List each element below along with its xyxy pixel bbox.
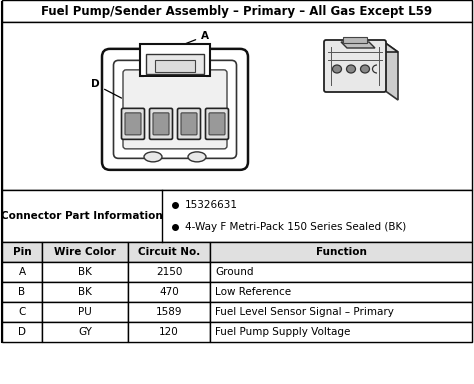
Polygon shape [326,42,398,52]
Text: Ground: Ground [215,267,254,277]
Text: Connector Part Information: Connector Part Information [1,211,163,221]
FancyBboxPatch shape [209,113,225,135]
Text: 15326631: 15326631 [185,200,238,210]
Bar [128,242,210,262]
Text: 2150: 2150 [156,267,182,277]
Bar [210,282,472,302]
Text: Pin: Pin [13,247,31,257]
FancyBboxPatch shape [146,54,204,74]
Text: 470: 470 [159,287,179,297]
Ellipse shape [332,65,341,73]
Bar [2,302,42,322]
Bar [128,262,210,282]
Bar [2,2,472,342]
Text: 1589: 1589 [156,307,182,317]
FancyBboxPatch shape [324,40,386,92]
Bar [2,282,42,302]
Text: C: C [18,307,26,317]
Bar [210,262,472,282]
Text: D: D [18,327,26,337]
FancyBboxPatch shape [102,49,248,170]
Bar [128,322,210,342]
Text: 4-Way F Metri-Pack 150 Series Sealed (BK): 4-Way F Metri-Pack 150 Series Sealed (BK… [185,222,406,232]
Text: B: B [18,287,26,297]
Bar [42,302,128,322]
Text: A: A [18,267,26,277]
Bar [2,0,472,22]
Text: Fuel Pump/Sender Assembly – Primary – All Gas Except L59: Fuel Pump/Sender Assembly – Primary – Al… [41,5,433,18]
Ellipse shape [144,152,162,162]
Ellipse shape [361,65,370,73]
Bar [2,262,42,282]
Bar [42,242,128,262]
FancyBboxPatch shape [121,108,145,139]
Text: BK: BK [78,267,92,277]
FancyBboxPatch shape [177,108,201,139]
Text: D: D [91,79,121,98]
Text: Circuit No.: Circuit No. [138,247,200,257]
Bar [2,190,472,242]
Ellipse shape [188,152,206,162]
Text: Low Reference: Low Reference [215,287,291,297]
FancyBboxPatch shape [206,108,228,139]
Text: Function: Function [316,247,366,257]
FancyBboxPatch shape [155,60,195,72]
Bar [210,322,472,342]
FancyBboxPatch shape [123,70,227,149]
Bar [2,242,42,262]
Text: GY: GY [78,327,92,337]
FancyBboxPatch shape [149,108,173,139]
FancyBboxPatch shape [125,113,141,135]
Polygon shape [384,42,398,100]
Bar [2,322,42,342]
Bar [42,282,128,302]
FancyBboxPatch shape [343,37,367,43]
Text: Wire Color: Wire Color [54,247,116,257]
Bar [42,262,128,282]
Bar [210,242,472,262]
Bar [210,302,472,322]
Text: 120: 120 [159,327,179,337]
FancyBboxPatch shape [113,60,237,158]
Text: BK: BK [78,287,92,297]
Bar [128,302,210,322]
Text: A: A [182,31,209,45]
FancyBboxPatch shape [181,113,197,135]
Text: Fuel Pump Supply Voltage: Fuel Pump Supply Voltage [215,327,350,337]
FancyBboxPatch shape [140,44,210,76]
FancyBboxPatch shape [153,113,169,135]
Ellipse shape [346,65,356,73]
Bar [2,22,472,190]
Bar [144,68,206,78]
Bar [128,282,210,302]
Polygon shape [341,42,375,48]
Bar [42,322,128,342]
Text: PU: PU [78,307,92,317]
Text: Fuel Level Sensor Signal – Primary: Fuel Level Sensor Signal – Primary [215,307,394,317]
